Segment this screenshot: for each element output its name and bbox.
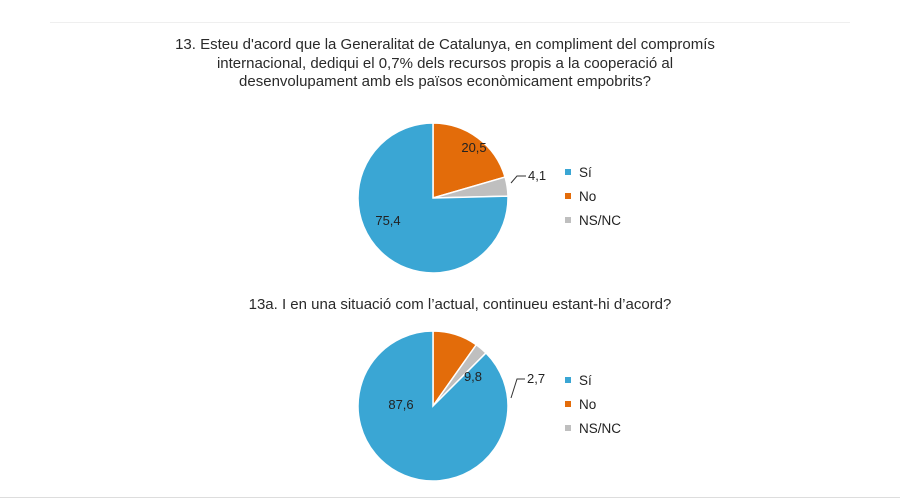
pie-1-slice-no xyxy=(432,122,506,199)
pie-2-label-si: 87,6 xyxy=(388,397,413,412)
legend-label-nsnc: NS/NC xyxy=(579,213,622,228)
pie-2-slice-si xyxy=(357,330,509,482)
pie-2-label-no: 9,8 xyxy=(464,369,482,384)
pie-1-leader-line xyxy=(510,175,526,184)
pie-1-label-nsnc: 4,1 xyxy=(528,168,546,183)
legend-item-no: No xyxy=(565,189,596,204)
legend-label-nsnc: NS/NC xyxy=(579,421,622,436)
top-divider xyxy=(50,22,850,23)
legend-label-no: No xyxy=(579,189,597,204)
legend-item-si: Sí xyxy=(565,165,592,180)
pie-1-label-no: 20,5 xyxy=(461,140,486,155)
legend-label-no: No xyxy=(579,397,597,412)
legend-swatch-nsnc xyxy=(565,425,571,432)
chart-2-title: 13a. I en una situació com l’actual, con… xyxy=(248,296,672,313)
pie-2-leader-line xyxy=(510,378,525,399)
legend-item-nsnc: NS/NC xyxy=(565,213,621,228)
pie-1-label-si: 75,4 xyxy=(375,213,400,228)
legend-swatch-si xyxy=(565,169,571,176)
legend-swatch-no xyxy=(565,401,571,408)
legend-swatch-nsnc xyxy=(565,217,571,224)
pie-2-label-nsnc: 2,7 xyxy=(527,371,545,386)
bottom-divider xyxy=(0,497,900,498)
chart-1-legend: Sí No NS/NC xyxy=(565,165,655,235)
legend-label-si: Sí xyxy=(579,373,592,388)
pie-1-slice-si xyxy=(357,122,509,274)
legend-swatch-si xyxy=(565,377,571,384)
legend-item-no: No xyxy=(565,397,596,412)
legend-item-si: Sí xyxy=(565,373,592,388)
chart-1-title: 13. Esteu d'acord que la Generalitat de … xyxy=(175,36,715,90)
legend-swatch-no xyxy=(565,193,571,200)
legend-label-si: Sí xyxy=(579,165,592,180)
chart-2-legend: Sí No NS/NC xyxy=(565,373,655,443)
legend-item-nsnc: NS/NC xyxy=(565,421,621,436)
